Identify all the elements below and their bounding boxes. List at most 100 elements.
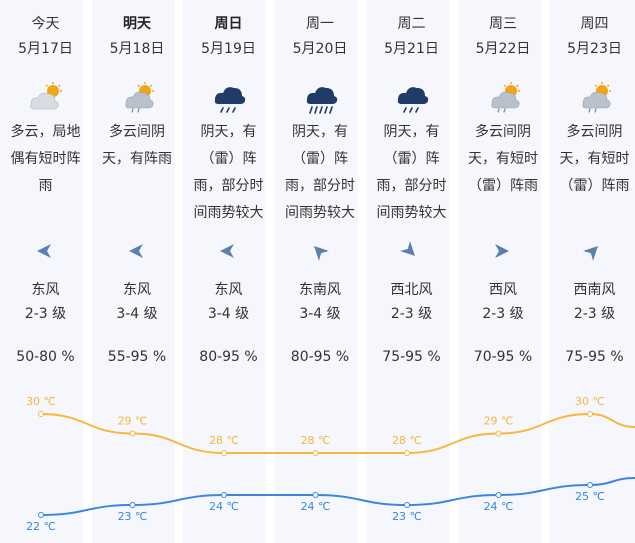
wind-level-label: 2-3 级 <box>482 306 524 322</box>
wind-direction-label: 东风 <box>31 282 60 298</box>
heavy-rain-icon <box>303 82 339 114</box>
low-temp-label: 25 ℃ <box>575 490 605 503</box>
low-temp-line <box>40 477 635 516</box>
description-line: 雨 <box>38 178 53 194</box>
high-temp-label: 29 ℃ <box>484 415 514 428</box>
description-line: （雷）阵 <box>383 151 440 167</box>
wind-direction-label: 东风 <box>214 282 243 298</box>
low-temp-label: 24 ℃ <box>484 500 514 513</box>
wind-direction-icon <box>583 241 603 261</box>
wind-direction-icon <box>492 241 512 261</box>
description-line: 多云，局地 <box>10 124 81 140</box>
weather-description: 多云间阴天，有短时 （雷）阵雨 <box>549 119 635 200</box>
weather-description: 多云，局地偶有短时阵雨 <box>0 119 91 200</box>
wind-direction-label: 东风 <box>123 282 151 298</box>
low-temp-label: 24 ℃ <box>209 500 239 513</box>
day-column: 周三 5月22日 多云间阴 天，有短时 （雷）阵雨 西风 2-3 级 70-95 % <box>457 0 541 543</box>
low-temp-point <box>38 512 44 518</box>
day-column: 今天 5月17日多云，局地偶有短时阵雨东风 2-3 级 50-80 % <box>0 0 83 543</box>
wind-direction-icon <box>34 241 54 261</box>
weather-description: 阴天，有 （雷）阵 雨，部分时 间雨势较大 <box>275 119 366 227</box>
wind-level-label: 3-4 级 <box>299 306 341 322</box>
humidity-label: 55-95 % <box>107 349 167 365</box>
humidity-label: 80-95 % <box>290 349 350 365</box>
day-column: 明天 5月18日 多云间阴 天，有阵雨 东风 3-4 级 55-95 % <box>91 0 175 543</box>
cloudy-sun-rain-icon <box>486 82 522 114</box>
wind-direction-icon <box>217 241 237 261</box>
description-line: 天，有短时 <box>559 151 630 167</box>
wind-direction-label: 西南风 <box>573 282 616 298</box>
description-line: （雷）阵雨 <box>468 178 538 194</box>
high-temp-point <box>587 411 593 417</box>
wind-direction-label: 西风 <box>489 282 517 298</box>
wind-level-label: 2-3 级 <box>24 306 67 322</box>
low-temp-point <box>404 502 410 508</box>
description-line: 多云间阴 <box>109 124 165 140</box>
description-line: 多云间阴 <box>566 124 623 140</box>
description-line: 雨，部分时 <box>285 178 355 194</box>
high-temp-label: 30 ℃ <box>26 395 56 408</box>
weekday-label: 周二 <box>397 16 426 32</box>
high-temp-point <box>221 450 227 456</box>
wind-direction-label: 东南风 <box>299 282 341 298</box>
weather-description: 阴天，有 （雷）阵 雨，部分时 间雨势较大 <box>366 119 457 227</box>
description-line: 天，有短时 <box>468 151 538 167</box>
date-label: 5月23日 <box>567 41 622 57</box>
description-line: 间雨势较大 <box>376 205 447 221</box>
date-label: 5月20日 <box>292 41 348 57</box>
description-line: （雷）阵 <box>200 151 257 167</box>
date-label: 5月21日 <box>384 41 439 57</box>
humidity-label: 50-80 % <box>16 349 75 365</box>
weather-description: 多云间阴天，有阵雨 <box>92 119 183 173</box>
high-temp-point <box>38 411 44 417</box>
high-temp-label: 29 ℃ <box>118 415 148 428</box>
description-line: 天，有阵雨 <box>102 151 172 167</box>
low-temp-point <box>312 492 319 498</box>
date-label: 5月19日 <box>201 41 256 57</box>
weekday-label: 周四 <box>580 16 609 32</box>
high-temp-line <box>40 412 635 455</box>
date-label: 5月18日 <box>109 41 165 57</box>
description-line: 雨，部分时 <box>193 178 264 194</box>
description-line: （雷）阵雨 <box>559 178 630 194</box>
partly-cloudy-rain-icon <box>28 82 64 114</box>
description-line: （雷）阵 <box>292 151 348 167</box>
weekday-label: 今天 <box>31 16 60 32</box>
description-line: 间雨势较大 <box>285 205 355 221</box>
high-temp-point <box>404 450 410 456</box>
date-label: 5月17日 <box>18 41 73 57</box>
low-temp-label: 23 ℃ <box>392 510 422 523</box>
high-temp-point <box>495 430 502 437</box>
description-line: 间雨势较大 <box>193 205 264 221</box>
low-temp-point <box>129 502 136 508</box>
date-label: 5月22日 <box>475 41 531 57</box>
low-temp-point <box>221 492 227 498</box>
wind-direction-icon <box>126 241 146 261</box>
weekday-label: 周日 <box>214 16 243 32</box>
description-line: 阴天，有 <box>200 124 257 140</box>
cloudy-sun-rain-icon <box>577 82 613 114</box>
low-temp-point <box>587 482 593 488</box>
weekday-label: 周一 <box>306 16 334 32</box>
wind-level-label: 2-3 级 <box>573 306 616 322</box>
wind-direction-label: 西北风 <box>390 282 433 298</box>
thunder-rain-icon <box>211 82 247 114</box>
low-temp-label: 24 ℃ <box>301 500 331 513</box>
description-line: 雨，部分时 <box>376 178 447 194</box>
humidity-label: 75-95 % <box>382 349 441 365</box>
humidity-label: 70-95 % <box>473 349 533 365</box>
low-temp-point <box>495 492 502 498</box>
description-line: 多云间阴 <box>475 124 531 140</box>
high-temp-point <box>312 450 319 456</box>
wind-direction-icon <box>309 241 329 261</box>
weather-description: 多云间阴天，有短时 （雷）阵雨 <box>458 119 549 200</box>
high-temp-point <box>129 430 136 437</box>
high-temp-label: 28 ℃ <box>392 434 422 447</box>
high-temp-label: 28 ℃ <box>209 434 239 447</box>
wind-level-label: 3-4 级 <box>207 306 250 322</box>
high-temp-label: 28 ℃ <box>301 434 331 447</box>
humidity-label: 75-95 % <box>565 349 624 365</box>
description-line: 偶有短时阵 <box>10 151 81 167</box>
low-temp-label: 22 ℃ <box>26 520 56 533</box>
